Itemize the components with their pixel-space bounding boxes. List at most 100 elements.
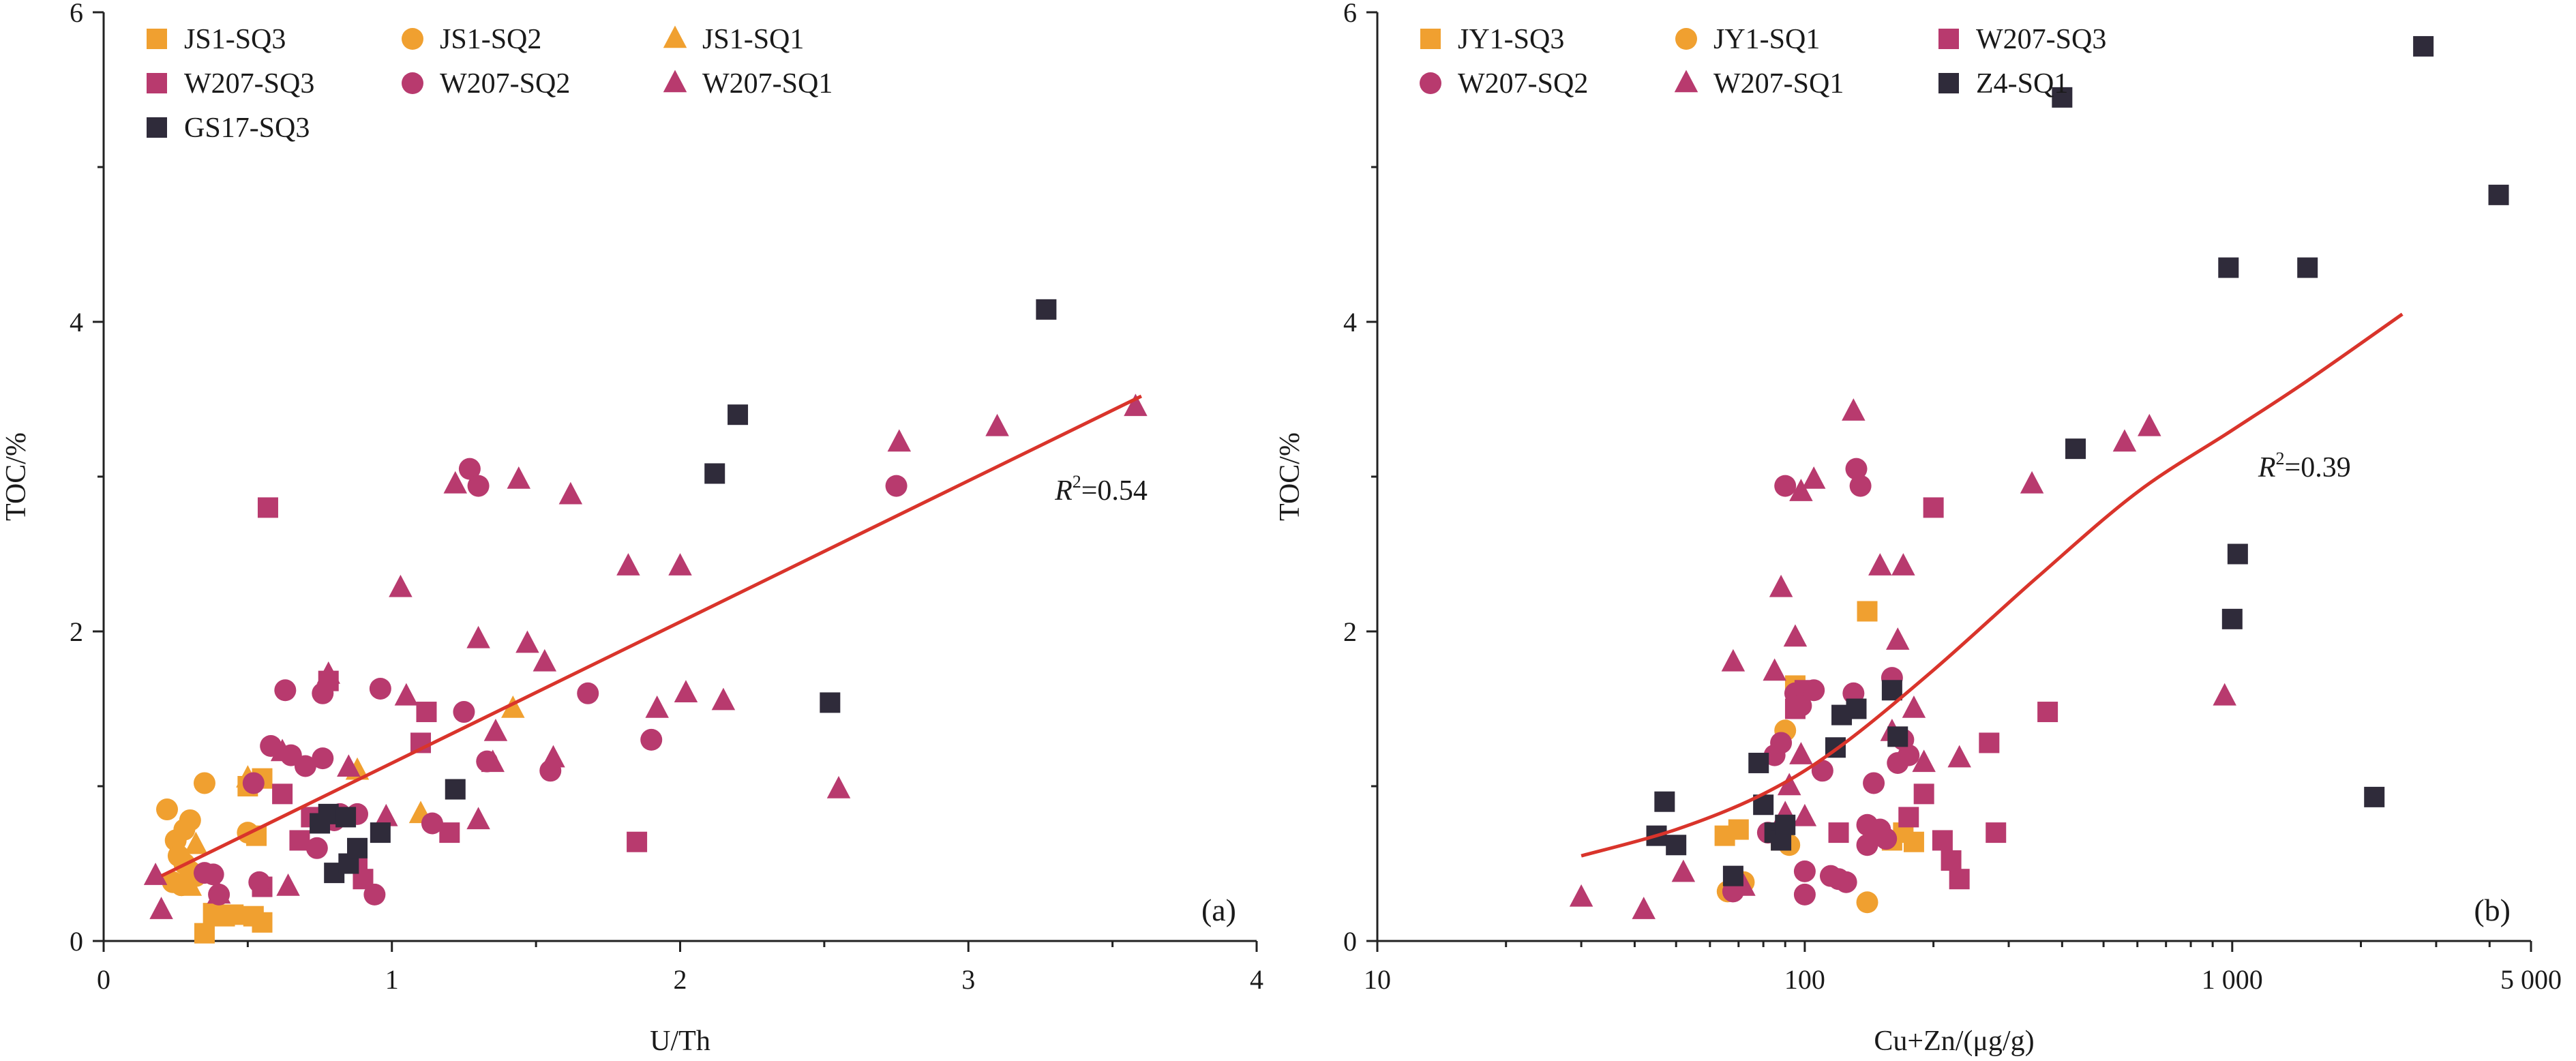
- data-point: [668, 553, 692, 576]
- panel-label: (b): [2474, 893, 2511, 927]
- data-point: [1789, 479, 1813, 501]
- legend-label: JS1-SQ3: [184, 24, 286, 55]
- data-point: [1770, 732, 1793, 754]
- data-point: [467, 475, 490, 497]
- y-tick-label: 6: [70, 0, 83, 28]
- fit-line: [160, 394, 1142, 878]
- data-point: [1828, 822, 1849, 843]
- data-point: [2297, 257, 2318, 278]
- data-point: [389, 574, 413, 597]
- legend-label: W207-SQ2: [440, 68, 570, 100]
- data-point: [1857, 601, 1878, 622]
- series-GS17-SQ3: [310, 299, 1057, 884]
- legend-label: W207-SQ3: [184, 68, 314, 100]
- legend-marker: [1674, 70, 1698, 93]
- data-point: [1789, 742, 1813, 764]
- data-point: [1666, 835, 1687, 856]
- data-point: [1793, 883, 1816, 906]
- legend-label: JY1-SQ1: [1713, 24, 1820, 55]
- legend-marker: [1420, 72, 1441, 94]
- legend-item: JY1-SQ3: [1420, 24, 1564, 55]
- data-point: [1842, 398, 1866, 421]
- data-points: [1569, 35, 2509, 919]
- data-point: [1763, 658, 1786, 681]
- data-point: [193, 772, 215, 794]
- data-point: [2052, 87, 2073, 108]
- data-point: [1902, 695, 1926, 718]
- data-point: [2138, 413, 2161, 436]
- data-point: [541, 745, 565, 768]
- data-point: [252, 912, 273, 933]
- data-point: [1803, 679, 1825, 702]
- data-point: [2221, 608, 2243, 629]
- data-point: [1671, 859, 1696, 882]
- data-point: [1732, 873, 1756, 896]
- data-point: [1835, 871, 1857, 893]
- data-point: [711, 687, 736, 711]
- data-point: [337, 754, 361, 777]
- legend-item: Z4-SQ1: [1938, 68, 2068, 100]
- data-point: [202, 863, 224, 886]
- data-point: [1863, 772, 1885, 794]
- data-point: [1932, 830, 1953, 851]
- legend-label: W207-SQ1: [1713, 68, 1844, 100]
- legend-marker: [1938, 73, 1959, 93]
- data-point: [515, 630, 539, 653]
- data-point: [558, 481, 583, 505]
- data-point: [885, 475, 908, 497]
- data-point: [178, 873, 203, 896]
- data-point: [728, 404, 749, 425]
- panel-label: (a): [1201, 893, 1236, 927]
- data-point: [1885, 627, 1910, 650]
- data-point: [312, 747, 334, 770]
- series-JS1-SQ2: [156, 772, 259, 897]
- data-point: [363, 883, 386, 906]
- data-point: [704, 463, 725, 484]
- data-point: [2112, 429, 2137, 452]
- legend-marker: [1675, 28, 1697, 50]
- legend-marker: [147, 117, 167, 138]
- legend-label: W207-SQ3: [1976, 24, 2106, 55]
- data-point: [1728, 819, 1749, 840]
- series-W207-SQ1: [1569, 398, 2236, 919]
- legend-label: Z4-SQ1: [1976, 68, 2068, 100]
- data-point: [1569, 884, 1593, 907]
- data-point: [483, 719, 508, 741]
- data-point: [533, 648, 557, 672]
- legend-marker: [147, 29, 167, 49]
- data-point: [1811, 760, 1833, 782]
- data-point: [294, 755, 316, 777]
- data-point: [223, 904, 244, 925]
- legend-label: W207-SQ2: [1458, 68, 1588, 100]
- data-point: [1949, 869, 1970, 890]
- data-point: [394, 683, 419, 706]
- data-point: [1036, 299, 1057, 320]
- data-point: [416, 702, 437, 723]
- data-point: [1881, 680, 1902, 701]
- data-point: [1887, 726, 1908, 747]
- legend-item: JS1-SQ1: [663, 24, 804, 55]
- data-point: [481, 749, 505, 773]
- x-axis-title: U/Th: [650, 1026, 710, 1057]
- legend: JS1-SQ3 JS1-SQ2 JS1-SQ1 W207-SQ3 W207-SQ2 W20…: [147, 24, 833, 144]
- legend-item: W207-SQ3: [147, 68, 314, 100]
- y-tick-label: 2: [1343, 616, 1357, 647]
- data-point: [1912, 749, 1936, 773]
- data-point: [887, 429, 912, 452]
- data-point: [207, 881, 231, 904]
- data-point: [1790, 694, 1812, 717]
- data-point: [318, 803, 339, 824]
- data-point: [2227, 543, 2248, 565]
- r-superscript: 2: [2276, 449, 2285, 468]
- data-point: [577, 682, 599, 704]
- data-point: [466, 625, 490, 648]
- x-tick-label: 3: [961, 964, 975, 995]
- data-point: [1898, 807, 1919, 828]
- data-point: [443, 470, 468, 494]
- data-point: [1891, 553, 1915, 576]
- data-point: [257, 497, 278, 518]
- legend-marker: [663, 70, 687, 93]
- x-tick-label: 10: [1364, 964, 1391, 995]
- data-point: [374, 803, 398, 826]
